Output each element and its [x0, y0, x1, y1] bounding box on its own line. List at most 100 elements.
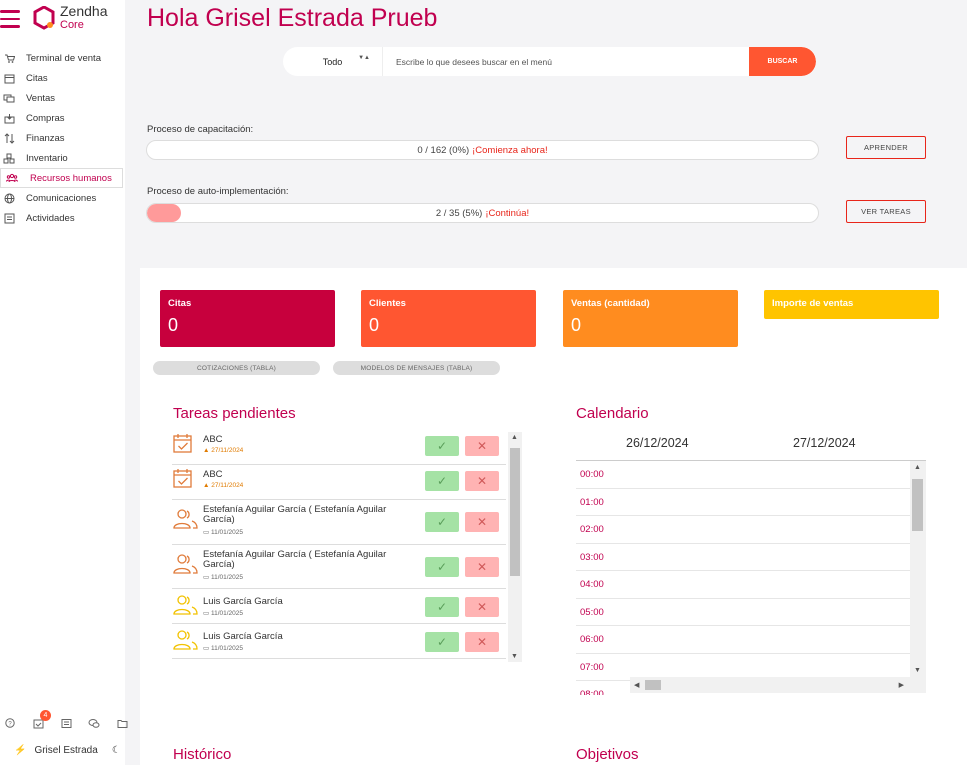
implementation-cta: ¡Continúa!	[485, 207, 530, 219]
training-progress-text: 0 / 162 (0%) ¡Comienza ahora!	[417, 145, 547, 156]
list-item[interactable]: ABC ▲ 27/11/2024 ✓ ✕	[172, 430, 506, 465]
cash-icon	[3, 92, 15, 104]
calendar-hour-row[interactable]: 06:00	[576, 626, 911, 654]
list-item[interactable]: Luis García García ▭ 11/01/2025 ✓ ✕	[172, 624, 506, 659]
calendar-hour-row[interactable]: 08:00	[576, 681, 911, 695]
kpi-title: Citas	[168, 298, 192, 309]
sidebar-item-label: Inventario	[26, 152, 68, 164]
notification-badge: 4	[40, 710, 51, 721]
scroll-down-icon[interactable]: ▼	[914, 667, 921, 674]
complete-task-button[interactable]: ✓	[425, 597, 459, 617]
kpi-card-ventas-cantidad[interactable]: Ventas (cantidad) 0	[563, 290, 738, 347]
complete-task-button[interactable]: ✓	[425, 471, 459, 491]
kpi-value: 0	[168, 315, 179, 335]
notes-icon[interactable]	[59, 716, 73, 730]
list-item[interactable]: ABC ▲ 27/11/2024 ✓ ✕	[172, 465, 506, 500]
calendar-hour-row[interactable]: 02:00	[576, 516, 911, 544]
dismiss-task-button[interactable]: ✕	[465, 471, 499, 491]
sidebar-item-ventas[interactable]: Ventas	[0, 88, 125, 108]
search-button[interactable]: BUSCAR	[749, 47, 816, 76]
task-name: ABC	[203, 469, 223, 480]
chat-icon[interactable]	[87, 716, 101, 730]
tasks-title: Tareas pendientes	[173, 405, 296, 422]
training-progress-bar: 0 / 162 (0%) ¡Comienza ahora!	[146, 140, 819, 160]
kpi-card-importe-ventas[interactable]: Importe de ventas	[764, 290, 939, 319]
task-date-value: 27/11/2024	[211, 482, 244, 489]
task-name: Luis García García	[203, 631, 283, 642]
calendar-hour-row[interactable]: 03:00	[576, 544, 911, 571]
dismiss-task-button[interactable]: ✕	[465, 557, 499, 577]
search-scope-select[interactable]: Todo ▼▲	[283, 47, 383, 76]
scroll-left-icon[interactable]: ◀	[634, 682, 640, 689]
dark-mode-icon[interactable]: ☾	[111, 745, 121, 756]
menu-toggle-icon[interactable]	[0, 10, 20, 28]
implementation-label: Proceso de auto-implementación:	[147, 186, 289, 197]
sidebar-item-terminal-de-venta[interactable]: Terminal de venta	[0, 48, 125, 68]
sidebar-item-label: Actividades	[26, 212, 75, 224]
calendar-hour-row[interactable]: 01:00	[576, 489, 911, 516]
complete-task-button[interactable]: ✓	[425, 557, 459, 577]
sidebar-item-compras[interactable]: Compras	[0, 108, 125, 128]
message-templates-table-button[interactable]: MODELOS DE MENSAJES (TABLA)	[333, 361, 500, 375]
list-item[interactable]: Estefanía Aguilar García ( Estefanía Agu…	[172, 545, 506, 589]
scroll-right-icon[interactable]: ▶	[898, 682, 904, 689]
warning-icon: ▲	[203, 447, 212, 454]
task-date-value: 27/11/2024	[211, 447, 244, 454]
sidebar-item-actividades[interactable]: Actividades	[0, 208, 125, 228]
sidebar-item-label: Recursos humanos	[30, 172, 112, 184]
task-date: ▭ 11/01/2025	[203, 609, 243, 618]
calendar-day-header: 27/12/2024	[793, 436, 856, 450]
logo-name: Zendha	[60, 3, 108, 19]
calendar-grid[interactable]: 00:00 01:00 02:00 03:00 04:00 05:00 06:0…	[576, 460, 926, 695]
calendar-hour-row[interactable]: 00:00	[576, 461, 911, 489]
sidebar-item-inventario[interactable]: Inventario	[0, 148, 125, 168]
scrollbar-thumb[interactable]	[912, 479, 923, 531]
learn-button[interactable]: APRENDER	[846, 136, 926, 159]
help-icon[interactable]: ?	[3, 716, 17, 730]
boxes-icon	[3, 152, 15, 164]
scroll-down-icon[interactable]: ▼	[511, 653, 518, 660]
dismiss-task-button[interactable]: ✕	[465, 632, 499, 652]
quotes-table-button[interactable]: COTIZACIONES (TABLA)	[153, 361, 320, 375]
calendar-hour-row[interactable]: 04:00	[576, 571, 911, 599]
scrollbar-thumb[interactable]	[645, 680, 661, 690]
purchase-icon	[3, 112, 15, 124]
tasks-calendar-icon[interactable]: 4	[31, 710, 51, 730]
sidebar-item-label: Comunicaciones	[26, 192, 97, 204]
dismiss-task-button[interactable]: ✕	[465, 597, 499, 617]
list-item[interactable]: Estefanía Aguilar García ( Estefanía Agu…	[172, 500, 506, 545]
calendar-check-icon	[173, 434, 192, 453]
task-date-value: 11/01/2025	[210, 644, 244, 652]
tasks-scrollbar[interactable]: ▲ ▼	[508, 432, 522, 662]
scroll-up-icon[interactable]: ▲	[511, 434, 518, 441]
complete-task-button[interactable]: ✓	[425, 632, 459, 652]
search-bar: Todo ▼▲ BUSCAR	[283, 47, 816, 76]
user-row[interactable]: ⚡ Grisel Estrada ☾	[14, 745, 121, 756]
sidebar-item-recursos-humanos[interactable]: Recursos humanos	[0, 168, 123, 188]
online-status-icon: ⚡	[14, 745, 27, 756]
dismiss-task-button[interactable]: ✕	[465, 512, 499, 532]
complete-task-button[interactable]: ✓	[425, 436, 459, 456]
sidebar-item-label: Ventas	[26, 92, 56, 104]
view-tasks-button[interactable]: VER TAREAS	[846, 200, 926, 223]
list-item[interactable]: Luis García García ▭ 11/01/2025 ✓ ✕	[172, 589, 506, 624]
scroll-up-icon[interactable]: ▲	[914, 464, 921, 471]
objectives-title: Objetivos	[576, 746, 639, 763]
calendar-hour-row[interactable]: 05:00	[576, 599, 911, 626]
calendar-vertical-scrollbar[interactable]: ▲ ▼	[910, 461, 926, 677]
complete-task-button[interactable]: ✓	[425, 512, 459, 532]
calendar-horizontal-scrollbar[interactable]: ◀ ▶	[630, 677, 926, 693]
search-input[interactable]	[383, 47, 749, 76]
zendha-logo-icon	[33, 6, 55, 30]
chevron-down-icon: ▼▲	[358, 55, 370, 61]
sidebar-item-comunicaciones[interactable]: Comunicaciones	[0, 188, 125, 208]
folder-icon[interactable]	[115, 716, 129, 730]
kpi-card-citas[interactable]: Citas 0	[160, 290, 335, 347]
sidebar-item-finanzas[interactable]: Finanzas	[0, 128, 125, 148]
sidebar-item-label: Compras	[26, 112, 65, 124]
dismiss-task-button[interactable]: ✕	[465, 436, 499, 456]
kpi-card-clientes[interactable]: Clientes 0	[361, 290, 536, 347]
scrollbar-thumb[interactable]	[510, 448, 520, 576]
task-date: ▲ 27/11/2024	[203, 482, 243, 489]
sidebar-item-citas[interactable]: Citas	[0, 68, 125, 88]
